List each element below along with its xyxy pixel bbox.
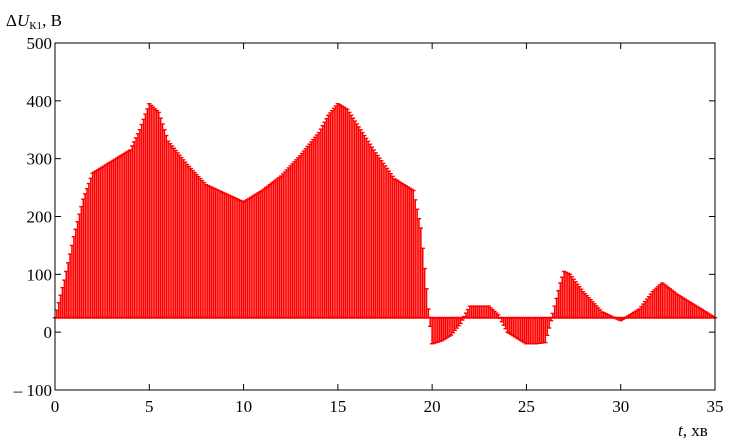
y-tick-label: 400 <box>27 92 53 111</box>
y-tick-label: 0 <box>44 323 53 342</box>
x-tick-marks <box>54 43 716 390</box>
y-tick-label: 500 <box>27 34 53 53</box>
x-tick-label: 15 <box>329 397 346 416</box>
x-tick-label: 0 <box>51 397 60 416</box>
x-axis-title: t, хв <box>678 421 708 440</box>
y-tick-label: 100 <box>27 265 53 284</box>
y-tick-label: 200 <box>27 208 53 227</box>
y-axis-title: ΔUК1, В <box>6 11 62 32</box>
x-tick-label: 30 <box>612 397 629 416</box>
y-tick-labels: – 100 0 100 200 300 400 500 <box>13 34 52 400</box>
x-tick-label: 5 <box>145 397 154 416</box>
x-tick-labels: 0 5 10 15 20 25 30 35 <box>51 397 724 416</box>
x-tick-label: 25 <box>518 397 535 416</box>
y-tick-label: 300 <box>27 150 53 169</box>
y-tick-marks <box>55 42 715 391</box>
x-tick-label: 10 <box>235 397 252 416</box>
x-tick-label: 20 <box>424 397 441 416</box>
bars <box>52 103 718 345</box>
x-tick-label: 35 <box>707 397 724 416</box>
y-tick-label: – 100 <box>13 381 52 400</box>
